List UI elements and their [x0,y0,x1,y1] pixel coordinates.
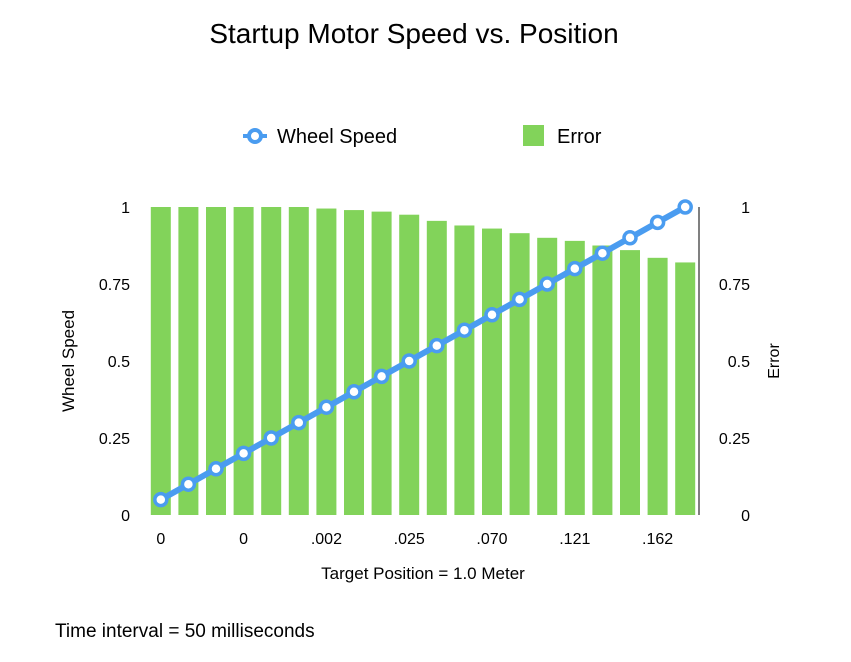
wheel-speed-point [567,260,583,277]
error-bar [537,237,558,516]
error-bar [178,207,199,515]
x-tick-label: .025 [394,531,425,548]
error-bar [647,257,668,515]
error-bar [592,245,613,515]
error-bar [150,207,171,515]
wheel-speed-point [649,214,666,231]
wheel-speed-point [429,337,445,354]
footnote: Time interval = 50 milliseconds [55,621,315,642]
y-tick-label: 0.75 [99,277,130,294]
y-tick-label: 0 [121,508,130,525]
y-axis-title: Wheel Speed [59,310,78,412]
error-bar [620,250,640,515]
x-tick-label: .121 [559,531,590,548]
wheel-speed-point [456,322,473,338]
wheel-speed-point [346,384,362,400]
y2-tick-label: 0 [741,508,750,525]
wheel-speed-point [180,476,197,492]
legend-label-wheel-speed: Wheel Speed [277,126,397,148]
error-bar [454,225,475,516]
x-tick-label: .002 [311,531,342,548]
error-bar [482,228,502,515]
error-bar [261,207,282,515]
wheel-speed-point [594,245,611,261]
wheel-speed-point [539,276,555,292]
x-tick-label: .070 [476,531,507,548]
x-tick-label: .162 [642,531,673,548]
y-tick-label: 1 [121,200,130,217]
error-bar [344,210,364,515]
wheel-speed-point [318,399,335,415]
x-axis-title: Target Position = 1.0 Meter [321,564,525,583]
y2-tick-label: 0.75 [719,277,750,294]
legend-item-wheel-speed: Wheel Speed [243,126,397,148]
x-tick-label: 0 [239,531,248,548]
x-tick-label: 0 [156,531,165,548]
error-bar [316,208,337,516]
x-axis-ticks: 0 0 .002 .025 .070 .121 .162 [156,531,673,548]
y2-tick-label: 0.25 [719,431,750,448]
legend-marker-swatch [247,128,263,144]
y-axis-right-ticks: 0 0.25 0.5 0.75 1 [719,200,750,525]
legend-item-error: Error [523,125,602,148]
error-bar [509,233,530,515]
error-bar [564,240,585,515]
wheel-speed-markers [153,199,693,508]
y-axis-left-ticks: 0 0.25 0.5 0.75 1 [99,200,130,525]
error-bar [288,207,309,515]
wheel-speed-point [291,414,307,431]
wheel-speed-point [153,491,169,508]
wheel-speed-point [484,307,500,323]
y2-axis-title: Error [766,343,783,379]
legend-bar-swatch [523,125,544,146]
wheel-speed-point [235,445,252,462]
error-bar [206,207,226,515]
error-bar [675,262,696,515]
y2-tick-label: 0.5 [728,354,750,371]
y-tick-label: 0.25 [99,431,130,448]
y2-tick-label: 1 [741,200,750,217]
error-bar [233,207,254,515]
wheel-speed-point [401,353,417,369]
error-bars [150,207,696,516]
legend-label-error: Error [557,126,602,148]
wheel-speed-point [511,291,528,308]
wheel-speed-point [263,430,279,446]
error-bar [371,211,392,515]
y-tick-label: 0.5 [108,354,130,371]
wheel-speed-point [677,199,693,215]
error-bar [426,220,447,516]
wheel-speed-point [208,461,224,477]
legend: Wheel Speed Error [243,125,602,148]
wheel-speed-point [373,368,390,385]
wheel-speed-point [622,230,638,246]
chart-title: Startup Motor Speed vs. Position [209,18,618,49]
